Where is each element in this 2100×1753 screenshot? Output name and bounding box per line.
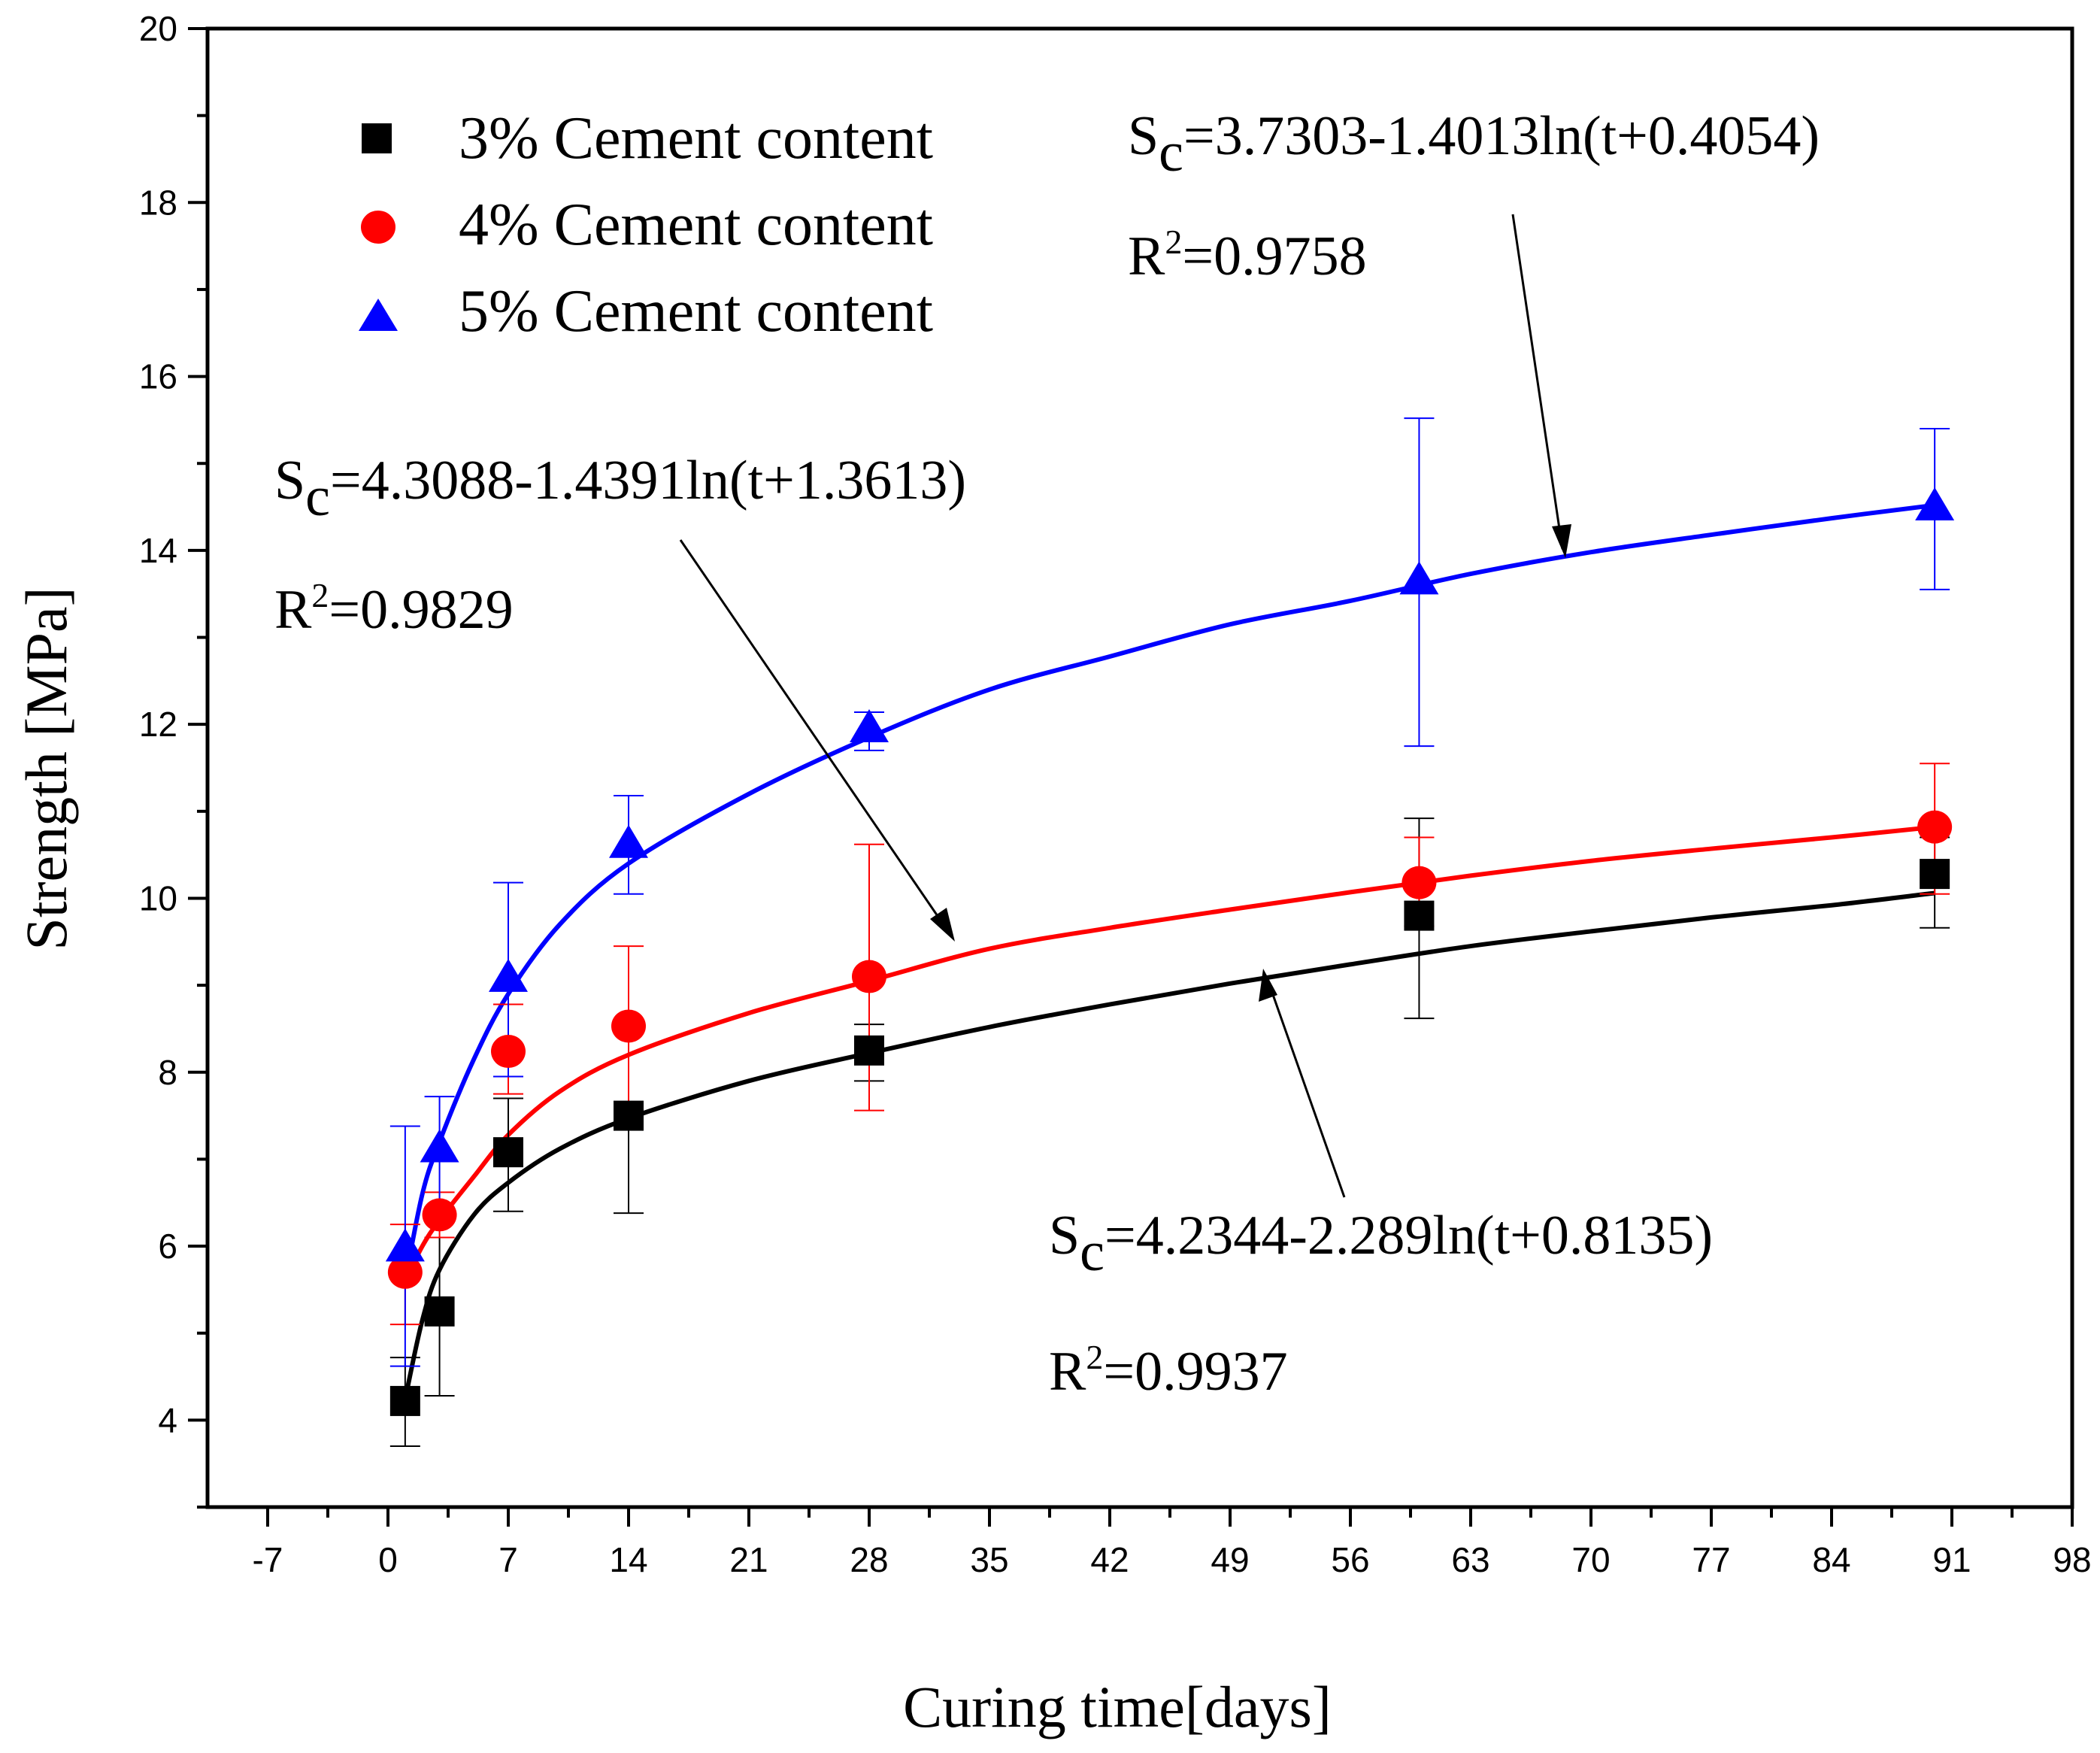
annotation-3pct: Sc=4.2344-2.289ln(t+0.8135) R2=0.9937 bbox=[1049, 969, 1713, 1403]
x-tick-label: -7 bbox=[253, 1540, 283, 1579]
equation-4pct: Sc=4.3088-1.4391ln(t+1.3613) bbox=[274, 450, 966, 528]
data-point-3pct bbox=[1920, 859, 1950, 890]
data-point-5pct bbox=[609, 824, 648, 858]
data-point-3pct bbox=[614, 1100, 644, 1131]
x-tick-label: 91 bbox=[1932, 1540, 1971, 1579]
x-axis-ticks: -7 0 7 14 21 28 35 42 49 56 63 70 77 84 91 98 bbox=[253, 1507, 2092, 1579]
legend-label-3pct: 3% Cement content bbox=[459, 105, 933, 171]
data-point-3pct bbox=[493, 1137, 523, 1168]
data-point-4pct bbox=[422, 1198, 457, 1232]
data-point-5pct bbox=[850, 708, 889, 742]
x-tick-label: 49 bbox=[1211, 1540, 1249, 1579]
data-point-3pct bbox=[1404, 900, 1435, 931]
data-point-4pct bbox=[387, 1255, 423, 1289]
x-tick-label: 35 bbox=[970, 1540, 1008, 1579]
y-axis-ticks: 4 6 8 10 12 14 16 18 20 bbox=[139, 9, 208, 1509]
data-point-4pct bbox=[491, 1035, 526, 1069]
legend-marker-square bbox=[362, 123, 392, 153]
x-tick-label: 42 bbox=[1090, 1540, 1129, 1579]
data-point-5pct bbox=[385, 1228, 425, 1262]
y-tick-label: 8 bbox=[158, 1053, 177, 1092]
fit-curve-series-2 bbox=[402, 502, 1935, 1281]
arrow-5pct bbox=[1511, 214, 1564, 550]
data-point-5pct bbox=[1399, 561, 1439, 595]
data-point-3pct bbox=[424, 1296, 455, 1327]
legend-marker-circle bbox=[361, 211, 395, 244]
r2-4pct: R2=0.9829 bbox=[274, 576, 514, 641]
data-point-4pct bbox=[1917, 810, 1953, 844]
data-point-3pct bbox=[854, 1035, 884, 1066]
data-point-4pct bbox=[852, 960, 886, 993]
r2-5pct: R2=0.9758 bbox=[1128, 223, 1367, 287]
x-tick-label: 77 bbox=[1692, 1540, 1730, 1579]
arrow-4pct bbox=[679, 539, 950, 933]
legend-label-5pct: 5% Cement content bbox=[459, 278, 933, 344]
y-tick-label: 20 bbox=[139, 9, 177, 48]
y-tick-label: 6 bbox=[158, 1227, 177, 1266]
x-tick-label: 56 bbox=[1331, 1540, 1369, 1579]
data-markers bbox=[385, 487, 1955, 1416]
equation-5pct: Sc=3.7303-1.4013ln(t+0.4054) bbox=[1128, 105, 1820, 183]
x-axis-title: Curing time[days] bbox=[903, 1674, 1332, 1739]
data-point-4pct bbox=[611, 1009, 646, 1043]
x-tick-label: 98 bbox=[2053, 1540, 2091, 1579]
plot-area-frame bbox=[205, 26, 2074, 1509]
y-axis-title: Strength [MPa] bbox=[14, 587, 79, 950]
r2-3pct: R2=0.9937 bbox=[1049, 1338, 1288, 1403]
y-tick-label: 14 bbox=[139, 531, 177, 570]
x-tick-label: 7 bbox=[498, 1540, 518, 1579]
x-tick-label: 63 bbox=[1451, 1540, 1489, 1579]
arrow-3pct bbox=[1265, 977, 1346, 1198]
data-point-5pct bbox=[420, 1129, 459, 1163]
x-tick-label: 28 bbox=[850, 1540, 888, 1579]
legend-label-4pct: 4% Cement content bbox=[459, 192, 933, 258]
legend-marker-triangle bbox=[359, 299, 398, 331]
arrowhead-5pct bbox=[1552, 524, 1571, 558]
error-bars bbox=[389, 417, 1950, 1448]
arrowhead-4pct bbox=[930, 908, 955, 942]
data-point-3pct bbox=[389, 1385, 420, 1416]
data-point-4pct bbox=[1402, 866, 1437, 899]
data-point-5pct bbox=[1915, 487, 1955, 521]
y-tick-label: 4 bbox=[158, 1400, 177, 1439]
y-tick-label: 18 bbox=[139, 183, 177, 222]
x-tick-label: 14 bbox=[609, 1540, 647, 1579]
annotation-5pct: Sc=3.7303-1.4013ln(t+0.4054) R2=0.9758 bbox=[1128, 105, 1820, 558]
legend: 3% Cement content 4% Cement content 5% C… bbox=[359, 105, 933, 344]
x-tick-label: 84 bbox=[1812, 1540, 1850, 1579]
y-tick-label: 16 bbox=[139, 357, 177, 396]
fit-curve-series-0 bbox=[402, 890, 1935, 1400]
y-tick-label: 10 bbox=[139, 878, 177, 917]
equation-3pct: Sc=4.2344-2.289ln(t+0.8135) bbox=[1049, 1205, 1713, 1283]
x-tick-label: 21 bbox=[729, 1540, 768, 1579]
y-tick-label: 12 bbox=[139, 705, 177, 744]
x-tick-label: 0 bbox=[378, 1540, 398, 1579]
data-point-5pct bbox=[489, 958, 528, 992]
arrowhead-3pct bbox=[1259, 969, 1277, 1002]
annotation-4pct: Sc=4.3088-1.4391ln(t+1.3613) R2=0.9829 bbox=[274, 450, 966, 942]
x-tick-label: 70 bbox=[1571, 1540, 1610, 1579]
